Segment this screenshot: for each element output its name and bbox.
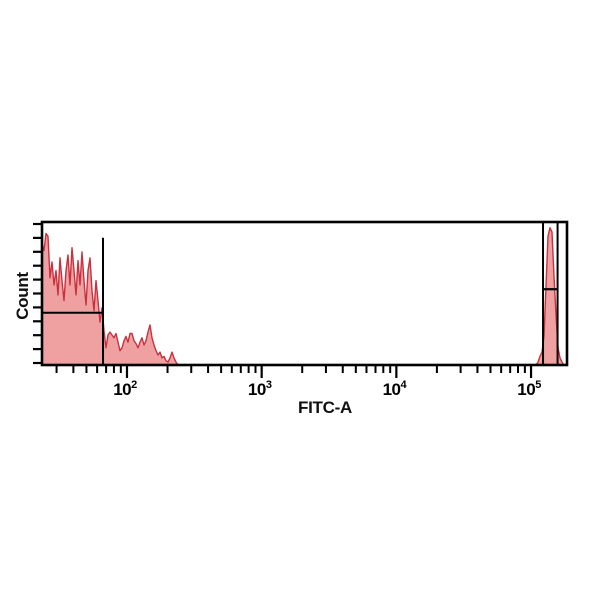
x-axis-title: FITC-A	[298, 398, 352, 417]
x-axis-tick-label: 103	[248, 379, 272, 399]
x-axis-tick-label: 105	[517, 379, 541, 399]
y-axis-title: Count	[13, 272, 32, 320]
histogram-fill-negative-population	[42, 233, 178, 365]
histogram-fill-positive-population	[536, 227, 564, 365]
plot-frame	[40, 220, 569, 367]
histogram-outline-positive-population	[535, 227, 565, 366]
histogram-outline-negative-population	[41, 232, 179, 366]
x-axis-tick-label: 104	[383, 379, 408, 399]
x-axis-tick-label: 102	[113, 379, 137, 399]
